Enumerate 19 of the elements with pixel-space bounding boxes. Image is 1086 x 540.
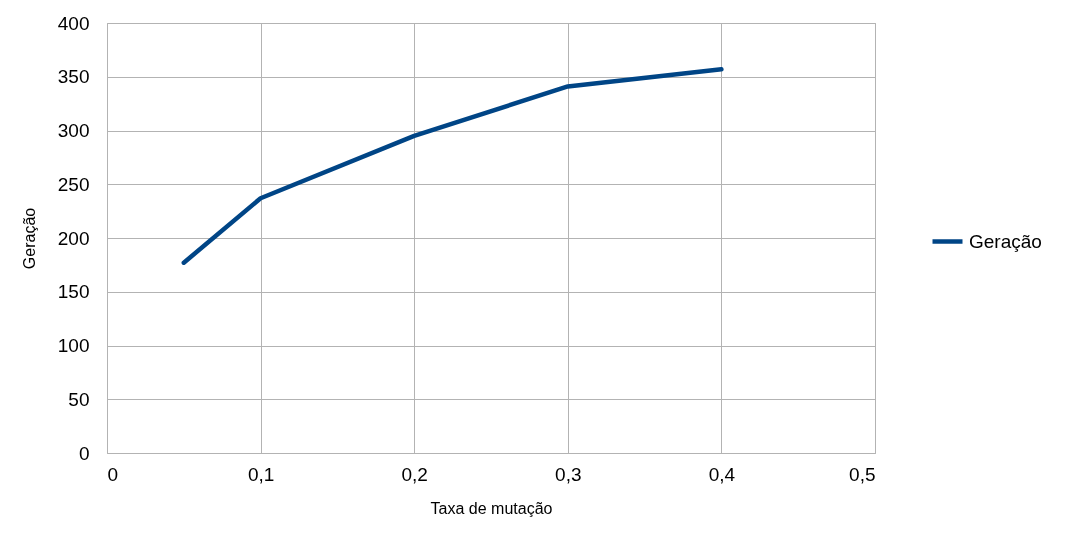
x-tick-label: 0,1 <box>247 463 275 485</box>
x-tick-label: 0,2 <box>401 463 428 485</box>
y-tick-label: 200 <box>57 227 90 249</box>
y-tick-label: 150 <box>57 281 90 303</box>
line-series <box>181 66 724 265</box>
x-axis-title: Taxa de mutação <box>430 499 553 517</box>
y-axis-title: Geração <box>20 207 38 270</box>
y-tick-label: 300 <box>57 120 90 141</box>
x-tick-label: 0,3 <box>555 463 582 485</box>
y-tick-label: 250 <box>57 173 90 195</box>
y-tick-label: 400 <box>57 12 90 34</box>
x-tick-label: 0 <box>107 463 119 485</box>
x-tick-label: 0,4 <box>708 463 736 485</box>
y-tick-label: 0 <box>78 442 90 464</box>
y-tick-label: 50 <box>68 388 90 410</box>
legend-label: Geração <box>969 230 1042 252</box>
x-tick-label: 0,5 <box>849 463 876 485</box>
y-tick-label: 350 <box>57 66 90 88</box>
y-tick-label: 100 <box>57 335 90 356</box>
